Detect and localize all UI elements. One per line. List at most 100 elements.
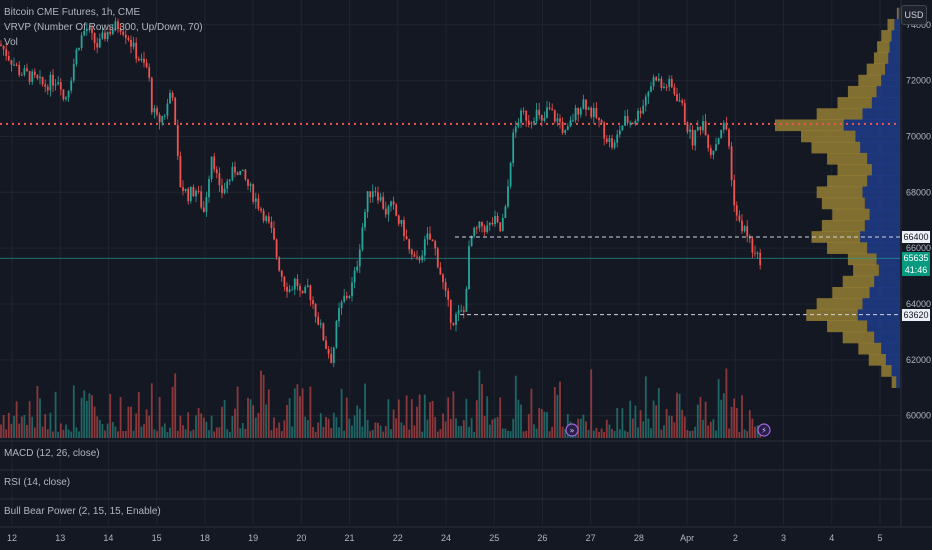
candle-body xyxy=(169,92,171,104)
volume-bar xyxy=(356,405,359,438)
candle-body xyxy=(23,68,26,75)
volume-bar xyxy=(163,423,166,438)
volume-bar xyxy=(226,429,229,438)
x-tick-label: 14 xyxy=(103,533,113,543)
candle-body xyxy=(343,295,346,302)
volume-bar xyxy=(642,421,645,438)
volume-profile-row-up xyxy=(811,141,861,154)
volume-bar xyxy=(23,415,26,438)
volume-bar xyxy=(15,401,18,438)
volume-bar xyxy=(332,412,335,438)
volume-bar xyxy=(720,399,723,438)
volume-profile-row-down xyxy=(864,219,900,232)
candle-body xyxy=(600,120,603,123)
volume-bar xyxy=(345,397,348,438)
volume-bar xyxy=(707,425,710,438)
volume-bar xyxy=(429,402,431,438)
candle-body xyxy=(637,110,639,122)
candle-body xyxy=(85,29,88,31)
candle-body xyxy=(488,222,491,226)
candle-body xyxy=(332,347,335,363)
volume-profile-row-up xyxy=(866,63,885,76)
bull-bear-power-pane-label[interactable]: Bull Bear Power (2, 15, 15, Enable) xyxy=(4,506,161,517)
volume-bar xyxy=(384,426,387,438)
candle-body xyxy=(345,295,348,298)
volume-bar xyxy=(101,424,104,438)
volume-bar xyxy=(530,388,533,438)
candle-body xyxy=(507,186,509,207)
volume-bar xyxy=(746,431,749,438)
volume-bar xyxy=(624,430,626,438)
volume-bar xyxy=(124,430,127,438)
volume-bar xyxy=(135,413,138,438)
volume-bar xyxy=(611,428,613,438)
candle-body xyxy=(306,285,309,287)
candle-body xyxy=(179,156,182,188)
candle-body xyxy=(296,278,299,287)
candle-body xyxy=(650,86,652,92)
volume-bar xyxy=(91,395,93,438)
candle-body xyxy=(127,38,130,40)
candle-body xyxy=(78,48,80,50)
volume-bar xyxy=(171,386,174,438)
volume-bar xyxy=(392,409,395,438)
candle-body xyxy=(639,110,642,114)
volume-profile-row-up xyxy=(832,286,870,299)
rsi-pane-label[interactable]: RSI (14, close) xyxy=(4,477,71,488)
currency-button[interactable]: USD xyxy=(901,5,927,25)
candle-body xyxy=(436,248,439,268)
volume-bar xyxy=(483,415,486,438)
candle-body xyxy=(629,122,632,124)
candle-body xyxy=(387,206,390,215)
volume-profile-row-down xyxy=(888,52,900,65)
volume-bar xyxy=(46,429,49,438)
volume-bar xyxy=(647,418,650,438)
candle-body xyxy=(582,99,585,109)
candle-body xyxy=(195,190,197,197)
volume-bar xyxy=(20,416,23,438)
volume-profile-row-up xyxy=(847,85,877,98)
candle-body xyxy=(587,107,590,110)
volume-bar xyxy=(179,415,182,438)
candle-body xyxy=(20,74,23,76)
volume-bar xyxy=(400,422,403,438)
candle-body xyxy=(322,323,325,341)
y-tick-label: 72000 xyxy=(906,76,931,86)
candle-body xyxy=(569,120,572,127)
volume-bar xyxy=(65,424,67,438)
volume-bar xyxy=(13,415,15,438)
candle-body xyxy=(553,110,556,122)
candle-body xyxy=(88,28,91,30)
macd-pane-label[interactable]: MACD (12, 26, close) xyxy=(4,448,100,459)
volume-bar xyxy=(735,407,738,438)
volume-profile-row-up xyxy=(837,164,872,176)
candle-body xyxy=(72,64,75,81)
volume-bar xyxy=(741,395,743,438)
volume-bar xyxy=(44,414,47,438)
volume-bar xyxy=(343,430,346,438)
vrvp-indicator-label[interactable]: VRVP (Number Of Rows, 300, Up/Down, 70) xyxy=(4,22,203,33)
volume-indicator-label[interactable]: Vol xyxy=(4,37,18,48)
volume-bar xyxy=(408,429,411,438)
volume-bar xyxy=(241,423,244,438)
volume-bar xyxy=(114,426,117,438)
x-tick-label: 15 xyxy=(152,533,162,543)
candle-body xyxy=(265,216,268,221)
candle-body xyxy=(96,43,99,48)
candle-body xyxy=(101,32,104,39)
volume-bar xyxy=(314,431,317,438)
volume-bar xyxy=(127,406,130,438)
volume-bar xyxy=(195,415,197,438)
candle-body xyxy=(239,170,242,176)
symbol-title[interactable]: Bitcoin CME Futures, 1h, CME xyxy=(4,7,141,18)
candle-body xyxy=(330,353,333,363)
volume-bar xyxy=(18,423,21,438)
volume-bar xyxy=(665,408,668,438)
volume-bar xyxy=(444,421,447,438)
volume-bar xyxy=(49,412,52,438)
volume-bar xyxy=(449,418,452,438)
candle-body xyxy=(605,138,608,142)
volume-bar xyxy=(109,393,112,438)
volume-profile-row-up xyxy=(821,219,865,232)
